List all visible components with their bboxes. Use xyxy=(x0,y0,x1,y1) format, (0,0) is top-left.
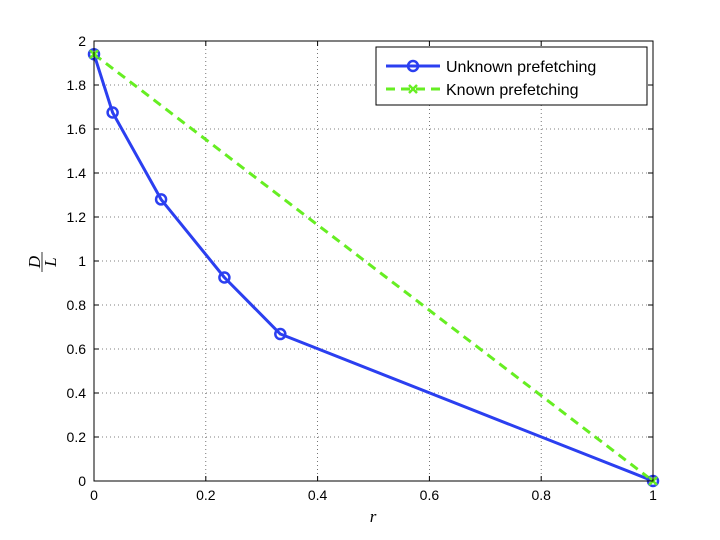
y-tick-label: 1 xyxy=(78,253,86,269)
y-tick-label: 2 xyxy=(78,33,86,49)
y-tick-label: 1.6 xyxy=(67,121,87,137)
plot-area xyxy=(94,41,653,481)
data-point-0 xyxy=(218,271,231,284)
data-point-0 xyxy=(274,327,287,341)
legend-marker-unknown xyxy=(406,59,420,73)
data-point-0 xyxy=(154,193,168,206)
series-line-1 xyxy=(93,53,654,483)
legend-marker-known xyxy=(408,84,418,94)
y-tick-label: 0.6 xyxy=(67,341,87,357)
y-tick-label: 0 xyxy=(78,473,86,489)
data-point-0 xyxy=(106,106,119,119)
legend-entry-known: Known prefetching xyxy=(386,82,579,99)
axis-ticks xyxy=(93,40,654,482)
y-tick-label: 0.4 xyxy=(67,385,87,401)
x-tick-label: 0.6 xyxy=(420,487,440,503)
x-tick-label: 0 xyxy=(90,487,98,503)
legend-label-unknown: Unknown prefetching xyxy=(446,59,596,76)
y-tick-label: 1.8 xyxy=(67,77,87,93)
legend-label-known: Known prefetching xyxy=(446,82,579,99)
y-axis-label: D L xyxy=(25,252,60,272)
y-tick-labels: 0 0.2 0.4 0.6 0.8 1 1.2 1.4 1.6 1.8 2 xyxy=(67,33,87,489)
y-tick-label: 1.2 xyxy=(67,209,87,225)
x-tick-label: 1 xyxy=(649,487,657,503)
y-tick-label: 1.4 xyxy=(67,165,87,181)
series-line-0 xyxy=(92,53,654,483)
y-axis-label-denominator: L xyxy=(41,257,60,267)
grid-lines xyxy=(94,41,653,481)
legend: Unknown prefetching Known prefetching xyxy=(375,46,648,106)
y-tick-label: 0.8 xyxy=(67,297,87,313)
legend-entry-unknown: Unknown prefetching xyxy=(386,59,596,76)
y-axis-label-numerator: D xyxy=(25,255,44,269)
legend-box xyxy=(375,46,648,106)
x-tick-label: 0.4 xyxy=(308,487,328,503)
x-tick-label: 0.8 xyxy=(531,487,551,503)
y-tick-label: 0.2 xyxy=(67,429,87,445)
x-tick-label: 0.2 xyxy=(196,487,216,503)
x-tick-labels: 0 0.2 0.4 0.6 0.8 1 xyxy=(90,487,657,503)
x-axis-label: r xyxy=(370,507,377,526)
